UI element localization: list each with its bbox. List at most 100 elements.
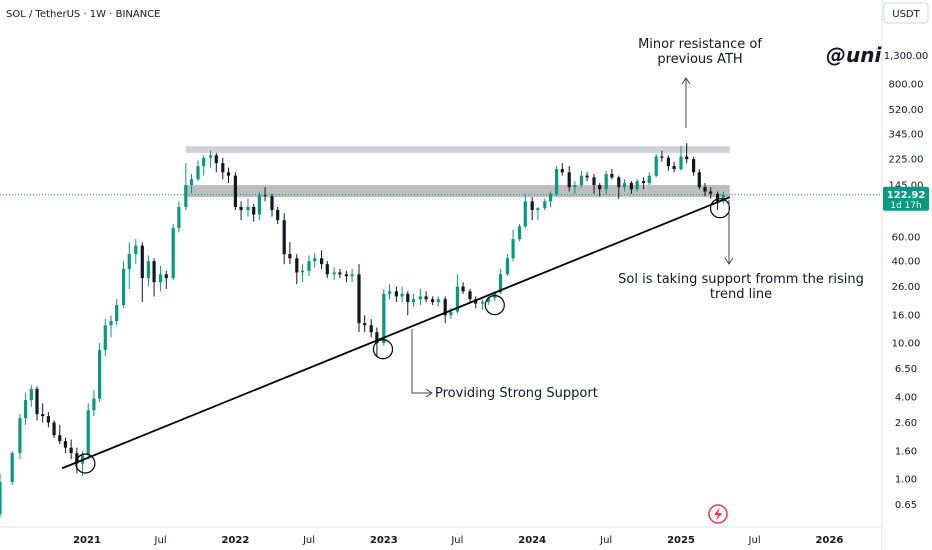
candle-body — [660, 156, 664, 158]
candle-body — [69, 447, 73, 454]
candle-body — [530, 201, 534, 211]
candle-body — [455, 286, 459, 312]
candle-body — [140, 245, 144, 279]
chart-title: SOL / TetherUS · 1W · BINANCE — [6, 9, 161, 20]
price-tick-label: 60.00 — [892, 233, 921, 244]
price-tick-label: 0.65 — [895, 500, 917, 511]
candle-body — [214, 155, 218, 164]
candle-body — [430, 299, 435, 303]
support-circle — [372, 339, 394, 360]
candle-body — [46, 416, 50, 423]
time-axis-ticks: 2021 Jul 2022 Jul 2023 Jul 2024 Jul 2025 Jul 2026 — [73, 535, 843, 546]
time-tick-label: Jul — [302, 535, 315, 546]
annotation-arrows — [411, 77, 734, 398]
time-tick-label: Jul — [154, 535, 167, 546]
candle-body — [300, 270, 305, 273]
price-tick-label: 800.00 — [889, 80, 924, 91]
candle-body — [246, 207, 250, 211]
rising-trend-line[interactable] — [61, 196, 731, 470]
candle-body — [233, 175, 237, 207]
price-tick-label: 2.60 — [895, 418, 917, 429]
candle-body — [679, 156, 683, 170]
candle-body — [319, 258, 324, 265]
candle-body — [715, 193, 720, 202]
candle-body — [109, 321, 113, 326]
candle-body — [517, 226, 522, 240]
candle-body — [288, 254, 292, 259]
currency-badge[interactable] — [883, 2, 929, 24]
candle-body — [461, 286, 465, 292]
time-tick-label: Jul — [450, 535, 463, 546]
resistance-zone — [185, 185, 730, 198]
strong-support-arrow-head — [425, 388, 433, 398]
candle-body — [313, 258, 317, 262]
candle-body — [369, 325, 373, 333]
resistance-note-line1: Minor resistance of — [638, 37, 762, 52]
candle-body — [152, 261, 156, 283]
time-tick-label: 2025 — [667, 535, 695, 546]
price-tick-label: 145.00 — [889, 181, 924, 192]
candle-body — [629, 183, 633, 190]
price-tick-label: 520.00 — [889, 105, 924, 116]
candle-body — [158, 274, 163, 283]
trend-arrow-head — [724, 257, 734, 265]
time-tick-label: 2021 — [73, 535, 101, 546]
candle-body — [598, 185, 602, 190]
candle-body — [543, 201, 547, 209]
candle-body — [567, 172, 571, 188]
candle-body — [196, 166, 200, 180]
candle-body — [363, 323, 367, 326]
price-tick-label: 6.50 — [895, 364, 917, 375]
candle-body — [92, 398, 96, 411]
candle-body — [10, 453, 14, 483]
candle-body — [536, 208, 540, 211]
price-axis[interactable] — [882, 0, 932, 550]
candle-body — [721, 194, 725, 202]
candle-body — [332, 272, 336, 275]
candle-body — [115, 305, 119, 322]
axis-corner — [882, 527, 932, 550]
candle-body — [202, 157, 206, 167]
time-tick-label: Jul — [599, 535, 612, 546]
candle-body — [295, 258, 299, 273]
candle-body — [127, 254, 131, 270]
candle-body — [344, 274, 348, 277]
candle-body — [406, 293, 410, 303]
resistance-note-bg — [640, 33, 764, 67]
current-price-value: 122.92 — [887, 190, 926, 201]
trend-note-line1: Sol is taking support fromm the rising — [618, 272, 864, 287]
price-tick-label: 1.60 — [895, 447, 917, 458]
candle-body — [263, 195, 267, 197]
candle-body — [252, 207, 256, 215]
support-circle — [484, 294, 505, 316]
candle-body — [338, 272, 342, 275]
support-circles — [75, 198, 731, 474]
candle-body — [58, 435, 62, 442]
price-axis-ticks: 1,300.00 800.00 520.00 345.00 225.00 145.00 60… — [884, 51, 929, 511]
candle-body — [592, 177, 596, 186]
candle-body — [418, 296, 422, 300]
time-tick-label: 2023 — [370, 535, 398, 546]
price-tick-label: 26.00 — [892, 282, 921, 293]
candle-body — [270, 196, 274, 211]
candle-body — [474, 299, 478, 304]
candle-body — [52, 422, 56, 436]
candles — [0, 143, 725, 518]
price-tick-label: 345.00 — [889, 129, 924, 140]
candle-body — [24, 400, 28, 419]
candle-body — [177, 207, 181, 229]
candle-body — [622, 183, 627, 188]
candle-body — [307, 261, 311, 271]
candle-body — [18, 418, 22, 454]
lightning-icon[interactable] — [708, 504, 728, 524]
candle-body — [98, 349, 102, 399]
candle-body — [585, 175, 589, 178]
candle-body — [617, 177, 621, 188]
candle-body — [357, 274, 361, 324]
support-circle — [709, 198, 731, 219]
strong-support-note: Providing Strong Support — [435, 386, 598, 401]
trend-note-line2: trend line — [710, 287, 772, 302]
candle-body — [375, 332, 379, 343]
